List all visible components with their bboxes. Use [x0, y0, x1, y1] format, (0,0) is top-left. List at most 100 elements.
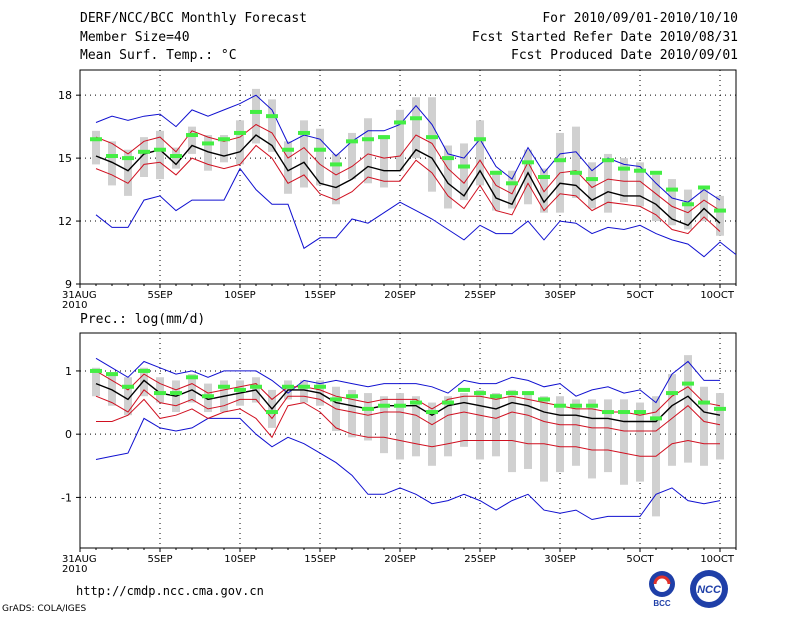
p2-spread-box: [716, 393, 724, 460]
p2-spread-box: [188, 374, 196, 403]
p2-spread-box: [124, 377, 132, 416]
p1-spread-box: [172, 147, 180, 169]
p2-spread-box: [684, 355, 692, 463]
p1-spread-box: [492, 170, 500, 211]
p2-ensemble-marker: [570, 403, 582, 408]
p2-spread-box: [92, 367, 100, 397]
p2-series-lower: [95, 389, 721, 432]
p1-spread-box: [460, 143, 468, 201]
p2-spread-box: [460, 393, 468, 447]
chart-title: DERF/NCC/BCC Monthly Forecast: [80, 11, 307, 26]
p2-frame: [79, 332, 737, 549]
p1-spread-box: [476, 120, 484, 186]
p2-series-max: [95, 357, 720, 404]
p1-ensemble-marker: [266, 114, 278, 119]
p1-ytick-label: 15: [58, 152, 72, 165]
p2-ensemble-marker: [602, 410, 614, 415]
p2-ensemble-marker: [202, 394, 214, 399]
p2-ensemble-marker: [506, 391, 518, 396]
p1-ensemble-marker: [234, 130, 246, 135]
p2-ensemble-marker: [426, 410, 438, 415]
p1-ensemble-marker: [538, 175, 550, 179]
p1-xtick-label: 5OCT: [626, 290, 654, 301]
p2-spread-box: [428, 402, 436, 466]
p2-spread-box: [140, 367, 148, 397]
p1-year-label: 2010: [62, 300, 87, 311]
p1-ensemble-marker: [138, 149, 150, 154]
p2-ensemble-marker: [490, 394, 502, 399]
p1-ensemble-marker: [282, 147, 294, 152]
p1-spread-box: [124, 149, 132, 196]
p1-ensemble-marker: [122, 156, 134, 161]
p1-spread-box: [508, 170, 516, 209]
p1-spread-box: [364, 118, 372, 184]
p2-spread-box: [156, 377, 164, 403]
p1-spread-box: [156, 130, 164, 180]
p1-ensemble-marker: [250, 109, 262, 114]
p1-xtick-label: 25SEP: [464, 290, 495, 301]
p2-spread-box: [700, 386, 708, 466]
p1-spread-box: [396, 109, 404, 171]
p2-ensemble-marker: [330, 397, 342, 402]
p2-ensemble-marker: [170, 391, 182, 396]
p1-xtick-label: 20SEP: [384, 290, 415, 301]
ncc-logo: NCC: [690, 570, 728, 608]
p2-ensemble-marker: [394, 403, 406, 408]
p2-ensemble-marker: [218, 384, 230, 389]
p1-ytick-label: 12: [58, 215, 72, 228]
p1-ytick-label: 18: [58, 89, 72, 102]
p2-xtick-label: 25SEP: [464, 554, 495, 565]
p2-ensemble-marker: [538, 397, 550, 402]
p1-xtick-label: 10OCT: [700, 290, 735, 301]
p1-ensemble-marker: [602, 158, 614, 163]
p1-ensemble-marker: [442, 156, 454, 161]
p2-ytick-label: 0: [65, 428, 72, 441]
p2-spread-box: [604, 399, 612, 473]
p2-ensemble-marker: [346, 394, 358, 399]
p2-year-label: 2010: [62, 564, 87, 575]
p2-spread-box: [348, 389, 356, 438]
bcc-logo-text: BCC: [653, 599, 671, 608]
p1-ensemble-marker: [378, 135, 390, 140]
p2-ytick-label: 1: [65, 365, 72, 378]
fcst-started-date: Fcst Started Refer Date 2010/08/31: [471, 30, 738, 45]
p2-spread-box: [300, 380, 308, 403]
p1-spread-box: [92, 130, 100, 165]
p1-spread-box: [668, 179, 676, 226]
p2-ensemble-marker: [714, 406, 726, 411]
p1-spread-box: [652, 174, 660, 222]
p2-ensemble-marker: [138, 368, 150, 373]
p2-spread-box: [588, 399, 596, 479]
p1-spread-box: [588, 162, 596, 209]
p2-spread-box: [444, 396, 452, 457]
p1-ensemble-marker: [666, 187, 678, 192]
p2-ensemble-marker: [634, 410, 646, 415]
p1-ensemble-marker: [458, 164, 470, 169]
p2-spread-box: [396, 393, 404, 460]
p1-ensemble-marker: [618, 166, 630, 171]
p2-spread-box: [364, 393, 372, 441]
p1-ensemble-marker: [90, 137, 102, 142]
p1-spread-box: [332, 153, 340, 205]
p1-spread-box: [284, 141, 292, 194]
p1-ensemble-marker: [170, 154, 182, 159]
p2-spread-box: [492, 393, 500, 457]
p2-ensemble-marker: [554, 403, 566, 408]
p1-spread-box: [204, 135, 212, 171]
fcst-produced-date: Fcst Produced Date 2010/09/01: [511, 48, 738, 63]
p1-series-max: [95, 94, 721, 203]
p1-spread-box: [524, 149, 532, 205]
p1-spread-box: [540, 168, 548, 213]
grads-credit: GrADS: COLA/IGES: [2, 604, 87, 614]
p2-ensemble-marker: [362, 406, 374, 411]
p2-ensemble-marker: [522, 391, 534, 396]
p2-xtick-label: 10OCT: [700, 554, 735, 565]
p2-series-upper: [95, 370, 721, 416]
member-size: Member Size=40: [80, 30, 190, 45]
p1-xtick-label: 5SEP: [147, 290, 172, 301]
footer-url[interactable]: http://cmdp.ncc.cma.gov.cn: [76, 584, 264, 598]
p2-ensemble-marker: [458, 387, 470, 392]
p2-xtick-label: 15SEP: [304, 554, 335, 565]
p2-ensemble-marker: [618, 410, 630, 415]
p1-ensemble-marker: [474, 137, 486, 142]
